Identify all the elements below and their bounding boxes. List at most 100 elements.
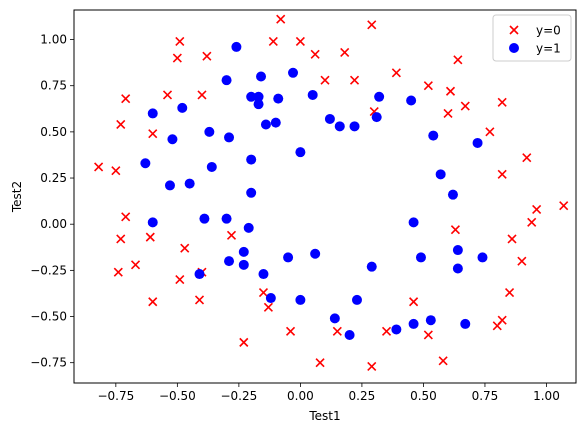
- legend: y=0 y=1: [492, 14, 572, 62]
- point-y1: [295, 147, 306, 158]
- point-y0: [226, 230, 237, 240]
- plot-area: [73, 9, 577, 384]
- y-axis-ticks: −0.75 −0.50 −0.25 0.00 0.25 0.50 0.75 1.00: [30, 33, 74, 370]
- point-y0: [527, 217, 537, 227]
- point-y1: [224, 132, 235, 143]
- point-y0: [450, 225, 460, 235]
- point-y0: [239, 337, 249, 347]
- x-tick-label: 0.25: [349, 389, 376, 403]
- point-y0: [285, 326, 296, 336]
- point-y1: [221, 213, 232, 224]
- y-tick-label: 0.00: [40, 217, 67, 231]
- point-y1: [283, 252, 294, 263]
- point-y0: [340, 47, 350, 58]
- point-y1: [447, 189, 458, 200]
- point-y1: [246, 187, 257, 198]
- point-y0: [258, 287, 269, 298]
- point-y0: [113, 267, 123, 277]
- point-y1: [366, 261, 377, 272]
- legend-marker-dot-icon: [509, 43, 519, 53]
- y-tick-label: 1.00: [40, 33, 67, 47]
- point-y0: [504, 287, 515, 298]
- point-y0: [423, 81, 433, 91]
- point-y0: [391, 68, 401, 78]
- point-y1: [435, 169, 446, 180]
- point-y1: [460, 318, 471, 329]
- point-y1: [199, 213, 210, 224]
- point-y1: [310, 248, 321, 259]
- point-y1: [260, 119, 271, 130]
- point-y1: [472, 137, 483, 148]
- point-y1: [164, 180, 175, 191]
- point-y0: [276, 14, 286, 24]
- point-y0: [148, 129, 158, 139]
- point-y0: [497, 315, 507, 325]
- point-y1: [452, 263, 463, 274]
- point-y1: [270, 117, 281, 128]
- point-y1: [415, 252, 426, 263]
- point-y0: [263, 302, 273, 312]
- legend-label-y0: y=0: [536, 24, 561, 38]
- point-y0: [332, 326, 342, 336]
- point-y1: [184, 178, 195, 189]
- point-y0: [445, 86, 456, 96]
- point-y0: [194, 295, 205, 305]
- point-y1: [231, 41, 242, 52]
- x-axis-label: Test1: [308, 409, 340, 423]
- point-y1: [351, 294, 362, 305]
- y-tick-label: 0.75: [40, 79, 67, 93]
- point-y1: [329, 313, 340, 324]
- point-y0: [349, 75, 360, 85]
- y-tick-label: 0.50: [40, 125, 67, 139]
- legend-marker-x-icon: [509, 25, 519, 35]
- y-tick-label: −0.25: [30, 263, 67, 277]
- point-y0: [116, 119, 126, 130]
- point-y1: [406, 95, 417, 106]
- point-y1: [246, 154, 257, 165]
- point-y0: [485, 127, 495, 137]
- point-y1: [221, 75, 232, 86]
- point-y0: [460, 101, 470, 111]
- y-tick-label: 0.25: [40, 171, 67, 185]
- x-tick-label: −0.50: [159, 389, 196, 403]
- point-y1: [344, 329, 355, 340]
- point-y1: [243, 222, 254, 233]
- point-y1: [224, 256, 235, 267]
- point-y1: [140, 158, 151, 169]
- x-axis-ticks: −0.75 −0.50 −0.25 0.00 0.25 0.50 0.75 1.00: [97, 383, 560, 403]
- point-y0: [438, 356, 448, 366]
- point-y1: [371, 112, 382, 123]
- point-y1: [238, 259, 249, 270]
- point-y0: [111, 166, 121, 176]
- point-y1: [334, 121, 345, 132]
- point-y0: [172, 53, 182, 63]
- point-y1: [288, 67, 299, 78]
- point-y0: [532, 204, 542, 214]
- point-y1: [324, 113, 335, 124]
- y-tick-label: −0.50: [30, 310, 67, 324]
- point-y1: [374, 91, 385, 102]
- point-y0: [310, 49, 320, 59]
- point-y0: [148, 297, 158, 307]
- point-y0: [202, 51, 212, 61]
- point-y0: [121, 212, 131, 222]
- point-y0: [320, 75, 330, 85]
- x-tick-label: 0.75: [472, 389, 499, 403]
- point-y1: [246, 91, 257, 102]
- legend-label-y1: y=1: [536, 42, 561, 56]
- point-y0: [497, 169, 507, 179]
- point-y0: [116, 234, 126, 244]
- point-y0: [180, 243, 190, 253]
- point-y0: [497, 97, 507, 107]
- point-y1: [147, 217, 158, 228]
- point-y1: [391, 324, 402, 335]
- point-y0: [268, 36, 278, 46]
- point-y1: [167, 134, 178, 145]
- point-y1: [295, 294, 306, 305]
- point-y0: [517, 256, 527, 266]
- point-y0: [162, 90, 173, 100]
- point-y1: [253, 91, 264, 102]
- point-y0: [175, 36, 185, 46]
- point-y1: [253, 99, 264, 110]
